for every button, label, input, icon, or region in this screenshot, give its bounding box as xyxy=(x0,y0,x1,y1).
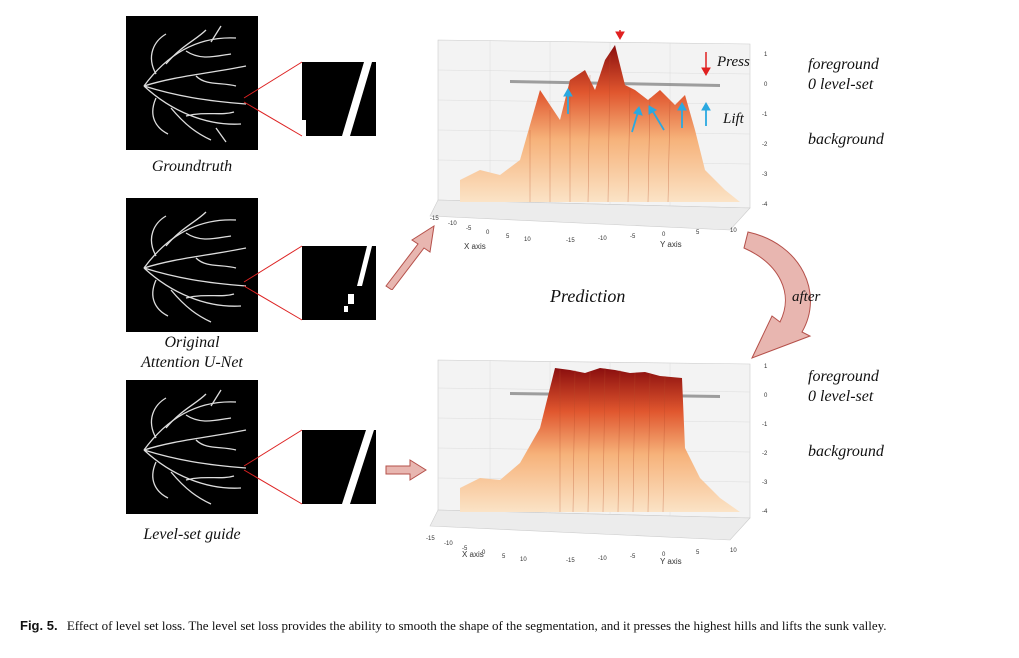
top-z-tick: -2 xyxy=(762,142,768,148)
bottom-y-axis-label: Y axis xyxy=(660,557,682,566)
levelset-crop-image xyxy=(302,430,376,504)
bottom-y-tick: 5 xyxy=(696,550,700,556)
top-z-tick: 0 xyxy=(764,82,768,88)
top-z-tick: -4 xyxy=(762,202,768,208)
bottom-x-tick: -5 xyxy=(462,546,468,552)
top-x-tick: 0 xyxy=(486,230,490,236)
top-y-axis-label: Y axis xyxy=(660,240,682,249)
top-y-tick: -5 xyxy=(630,234,636,240)
prediction-label: Prediction xyxy=(550,286,626,306)
bottom-z-tick: -1 xyxy=(762,422,768,428)
top-z-tick: -3 xyxy=(762,172,768,178)
bottom-z-tick: 0 xyxy=(764,393,768,399)
bottom-background-label: background xyxy=(808,443,884,460)
groundtruth-zoom-lines xyxy=(243,61,303,137)
top-x-tick: -5 xyxy=(466,226,472,232)
levelset-label: Level-set guide xyxy=(143,526,241,543)
bottom-y-tick: -10 xyxy=(598,556,607,562)
levelset-zoom-lines xyxy=(243,429,303,505)
bottom-z-tick: -4 xyxy=(762,509,768,515)
bottom-y-tick: -5 xyxy=(630,554,636,560)
top-z-tick: -1 xyxy=(762,112,768,118)
bottom-y-tick: -15 xyxy=(566,558,575,564)
original-zoom-lines xyxy=(243,245,303,321)
top-foreground-label: foreground xyxy=(808,56,879,73)
figure-number: Fig. 5. xyxy=(20,618,58,633)
bottom-y-tick: 10 xyxy=(730,548,737,554)
caption-text: Effect of level set loss. The level set … xyxy=(66,618,887,633)
curved-after-arrow xyxy=(743,231,812,359)
original-label-line1: Original xyxy=(164,334,220,351)
bottom-x-axis-label: X axis xyxy=(462,550,484,559)
right-arrow xyxy=(385,459,427,481)
levelset-retina-image xyxy=(126,380,258,514)
top-y-tick: -10 xyxy=(598,236,607,242)
press-annotation: Press xyxy=(717,54,750,70)
original-retina-image xyxy=(126,198,258,332)
top-x-tick: 5 xyxy=(506,234,510,240)
groundtruth-retina-image xyxy=(126,16,258,150)
top-y-tick: 0 xyxy=(662,232,666,238)
top-x-axis-label: X axis xyxy=(464,242,486,251)
bottom-x-tick: 5 xyxy=(502,554,506,560)
groundtruth-crop-image xyxy=(302,62,376,136)
bottom-z-tick: -3 xyxy=(762,480,768,486)
top-x-tick: -15 xyxy=(430,216,439,222)
top-zero-level-label: 0 level-set xyxy=(808,76,874,93)
bottom-x-tick: -10 xyxy=(444,541,453,547)
figure-caption: Fig. 5. Effect of level set loss. The le… xyxy=(20,618,887,634)
bottom-foreground-label: foreground xyxy=(808,368,879,385)
top-y-tick: 5 xyxy=(696,230,700,236)
diagonal-arrow xyxy=(385,224,435,290)
top-x-tick: -10 xyxy=(448,221,457,227)
bottom-x-tick: -15 xyxy=(426,536,435,542)
groundtruth-label: Groundtruth xyxy=(151,158,233,175)
original-label-line2: Attention U-Net xyxy=(141,354,243,371)
bottom-surface-plot xyxy=(429,359,751,541)
bottom-x-tick: 10 xyxy=(520,557,527,563)
top-background-label: background xyxy=(808,131,884,148)
after-label: after xyxy=(792,289,821,305)
top-x-tick: 10 xyxy=(524,237,531,243)
bottom-y-tick: 0 xyxy=(662,552,666,558)
bottom-x-tick: 0 xyxy=(482,550,486,556)
lift-annotation: Lift xyxy=(723,111,744,127)
top-y-tick: 10 xyxy=(730,228,737,234)
original-crop-image xyxy=(302,246,376,320)
bottom-z-tick: -2 xyxy=(762,451,768,457)
bottom-z-tick: 1 xyxy=(764,364,768,370)
top-surface-plot xyxy=(429,30,751,231)
top-z-tick: 1 xyxy=(764,52,768,58)
bottom-zero-level-label: 0 level-set xyxy=(808,388,874,405)
top-y-tick: -15 xyxy=(566,238,575,244)
